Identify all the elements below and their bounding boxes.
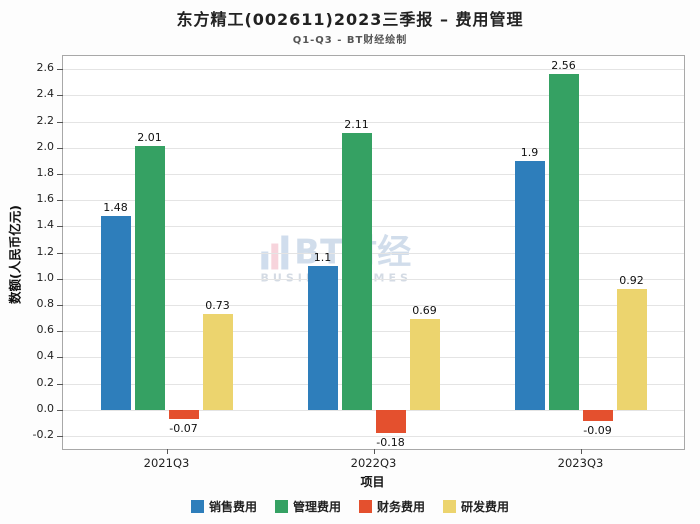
y-tick-label: 1.2	[36, 244, 55, 258]
bar	[202, 314, 233, 410]
plot-area: BT财经 BUSINESSTIMES 1.482.01-0.070.732021…	[57, 55, 685, 470]
gridline	[63, 409, 684, 411]
legend-label: 销售费用	[208, 500, 257, 514]
bar	[341, 133, 372, 410]
gridline	[63, 95, 684, 97]
y-tick-label: 1.4	[36, 218, 55, 232]
chart-title: 东方精工(002611)2023三季报 – 费用管理	[176, 10, 524, 29]
bar	[134, 146, 165, 410]
bar-value-label: 2.01	[137, 131, 162, 145]
x-tick-label: 2021Q3	[143, 456, 190, 470]
gridline	[63, 304, 684, 306]
legend-swatch	[443, 500, 457, 513]
y-tick-mark	[57, 69, 63, 71]
x-axis-label: 项目	[360, 475, 385, 489]
y-tick-label: 1.0	[36, 270, 55, 284]
gridline	[63, 69, 684, 71]
y-tick-mark	[57, 278, 63, 280]
bar	[307, 265, 338, 410]
legend-label: 研发费用	[461, 500, 510, 514]
y-tick-mark	[57, 200, 63, 202]
gridline	[63, 383, 684, 385]
y-tick-label: 2.4	[36, 87, 55, 101]
gridline	[63, 435, 684, 437]
y-tick-mark	[57, 95, 63, 97]
legend-swatch	[190, 500, 204, 513]
x-tick-mark	[373, 449, 375, 454]
y-tick-mark	[57, 252, 63, 254]
y-tick-label: 2.6	[36, 61, 55, 75]
y-tick-mark	[57, 147, 63, 149]
gridline	[63, 226, 684, 228]
y-tick-label: 1.8	[36, 165, 55, 179]
bar-value-label: -0.07	[169, 421, 198, 435]
y-tick-mark	[57, 409, 63, 411]
legend-item: 销售费用	[190, 498, 257, 515]
bar-value-label: 0.73	[205, 299, 230, 313]
gridline	[63, 147, 684, 149]
chart-subtitle: Q1-Q3 - BT财经绘制	[292, 35, 408, 46]
gridline	[63, 357, 684, 359]
bar-value-label: 0.92	[619, 274, 644, 288]
gridline	[63, 121, 684, 123]
bar-value-label: 1.1	[313, 250, 332, 264]
bar	[616, 289, 647, 410]
y-tick-mark	[57, 304, 63, 306]
bar-value-label: 2.56	[551, 59, 576, 73]
y-tick-mark	[57, 173, 63, 175]
y-tick-label: 1.6	[36, 192, 55, 206]
bar-value-label: 0.69	[412, 304, 437, 318]
y-tick-mark	[57, 435, 63, 437]
bar	[100, 215, 131, 410]
legend-swatch	[359, 500, 372, 513]
bar	[548, 74, 579, 410]
y-tick-label: 0.2	[36, 375, 55, 389]
x-tick-label: 2022Q3	[350, 456, 397, 470]
gridline	[63, 252, 684, 254]
legend-item: 管理费用	[274, 498, 341, 515]
x-tick-mark	[580, 449, 582, 454]
y-tick-mark	[57, 331, 63, 333]
x-tick-mark	[166, 449, 168, 454]
y-tick-mark	[57, 383, 63, 385]
y-tick-label: 0.8	[36, 296, 55, 310]
y-tick-label: 0.0	[36, 401, 55, 415]
y-tick-label: 2.0	[36, 139, 55, 153]
y-tick-label: 0.4	[36, 349, 55, 363]
gridline	[63, 200, 684, 202]
y-tick-mark	[57, 226, 63, 228]
bar	[514, 160, 545, 410]
gridline	[63, 173, 684, 175]
bar	[582, 409, 613, 422]
bar-value-label: -0.18	[376, 436, 405, 450]
legend-label: 财务费用	[377, 500, 426, 514]
bar-value-label: 1.48	[103, 200, 128, 214]
y-tick-mark	[57, 121, 63, 123]
legend-item: 研发费用	[443, 498, 509, 515]
legend-swatch	[274, 500, 288, 513]
bar	[375, 409, 406, 434]
legend: 销售费用 管理费用 财务费用 研发费用	[0, 498, 700, 515]
bar-value-label: 2.11	[344, 118, 369, 132]
y-tick-label: 0.6	[36, 323, 55, 337]
bar-value-label: 1.9	[520, 145, 539, 159]
gridline	[63, 331, 684, 333]
bar-value-label: -0.09	[583, 424, 612, 438]
bar	[409, 319, 440, 410]
legend-label: 管理费用	[292, 500, 341, 514]
y-tick-label: 2.2	[36, 113, 55, 127]
x-tick-label: 2023Q3	[557, 456, 604, 470]
legend-item: 财务费用	[359, 498, 425, 515]
y-tick-label: -0.2	[32, 427, 54, 441]
gridline	[63, 278, 684, 280]
bar	[168, 409, 199, 419]
y-tick-mark	[57, 357, 63, 359]
